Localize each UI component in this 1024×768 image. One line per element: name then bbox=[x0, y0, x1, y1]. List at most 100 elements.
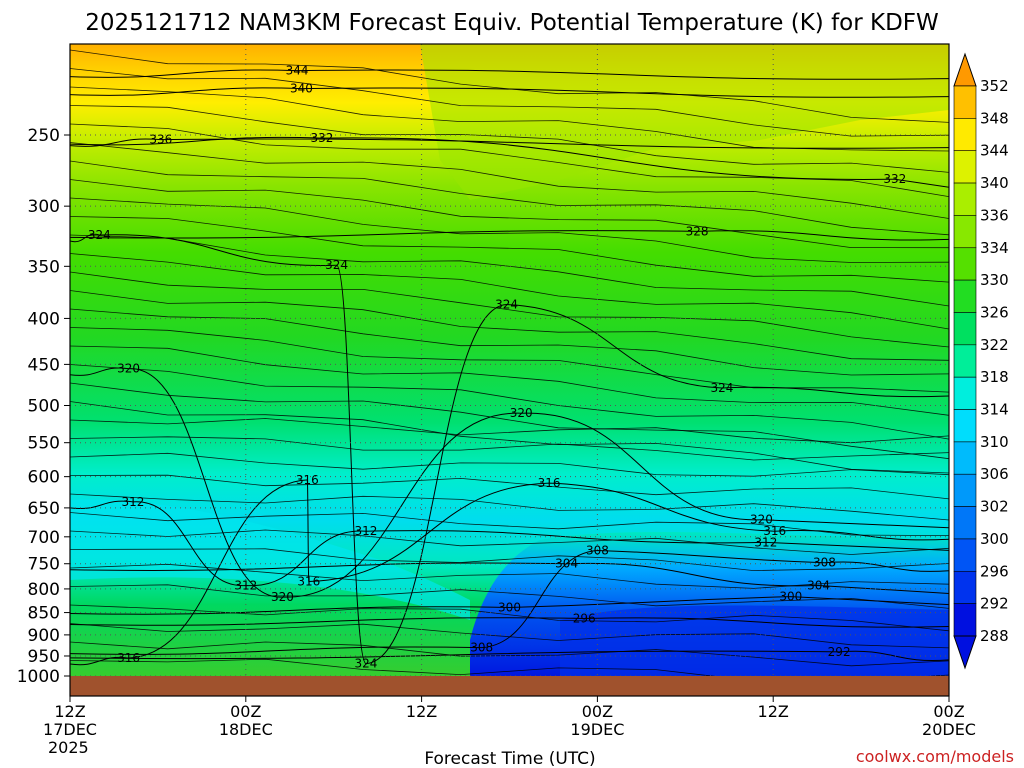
colorbar-segment bbox=[953, 441, 977, 475]
contour-label: 300 bbox=[498, 600, 521, 614]
colorbar-label: 330 bbox=[980, 271, 1009, 289]
contour-label-group: 324 bbox=[354, 657, 377, 671]
y-tick-label: 300 bbox=[28, 197, 60, 217]
contour-label-group: 320 bbox=[750, 513, 773, 527]
contour-label-group: 312 bbox=[122, 495, 145, 509]
y-tick-label: 750 bbox=[28, 555, 60, 575]
contour-label-group: 324 bbox=[88, 228, 111, 242]
colorbar-segment bbox=[953, 279, 977, 313]
x-tick-label-line2: 20DEC bbox=[922, 720, 976, 739]
y-tick-label: 450 bbox=[28, 355, 60, 375]
contour-label-group: 344 bbox=[286, 64, 309, 78]
contour-label-group: 320 bbox=[271, 590, 294, 604]
contour-label: 332 bbox=[883, 172, 906, 186]
contour-label-group: 316 bbox=[296, 473, 319, 487]
colorbar-label: 318 bbox=[980, 368, 1009, 386]
contour-line-minor bbox=[70, 179, 949, 249]
contour-label: 312 bbox=[354, 524, 377, 538]
contour-label: 340 bbox=[290, 82, 313, 96]
colorbar-segment bbox=[953, 603, 977, 637]
colorbar-segment bbox=[953, 570, 977, 604]
contour-line-minor bbox=[70, 382, 949, 460]
ground-surface bbox=[70, 676, 949, 696]
contour-label: 312 bbox=[122, 495, 145, 509]
contour-label: 312 bbox=[234, 578, 257, 592]
contour-label: 320 bbox=[510, 406, 533, 420]
colorbar-label: 340 bbox=[980, 174, 1009, 192]
x-tick-label-line2: 18DEC bbox=[219, 720, 273, 739]
x-tick-label-line2: 17DEC bbox=[43, 720, 97, 739]
x-tick-label-line1: 00Z bbox=[230, 702, 261, 721]
contour-line-332 bbox=[70, 136, 949, 188]
contour-line-minor bbox=[70, 271, 949, 348]
upper-right-region bbox=[420, 44, 949, 200]
y-axis: 2503003504004505005506006507007508008509… bbox=[17, 126, 70, 687]
colorbar-segment bbox=[953, 150, 977, 184]
contour-label-group: 304 bbox=[807, 578, 830, 592]
contour-label-group: 316 bbox=[763, 524, 786, 538]
contour-line-336 bbox=[70, 138, 949, 149]
contour-label: 300 bbox=[779, 590, 802, 604]
contour-label-group: 312 bbox=[354, 524, 377, 538]
colorbar-segment bbox=[953, 85, 977, 119]
y-tick-label: 250 bbox=[28, 126, 60, 146]
contour-line-minor bbox=[70, 345, 949, 416]
colorbar-segment bbox=[953, 376, 977, 410]
contour-label: 296 bbox=[573, 612, 596, 626]
contour-label: 336 bbox=[149, 133, 172, 147]
x-tick-label-line2: 19DEC bbox=[570, 720, 624, 739]
contour-line-minor bbox=[70, 253, 949, 330]
x-axis-label: Forecast Time (UTC) bbox=[424, 749, 595, 768]
contour-label: 316 bbox=[763, 524, 786, 538]
colorbar-segment bbox=[953, 118, 977, 152]
x-tick-label-line3: 2025 bbox=[48, 738, 89, 757]
contour-label: 316 bbox=[117, 651, 140, 665]
contour-label: 316 bbox=[296, 473, 319, 487]
contour-line-minor bbox=[70, 105, 949, 173]
contour-line-minor bbox=[70, 160, 949, 236]
colorbar-label: 300 bbox=[980, 530, 1009, 548]
contour-label-group: 336 bbox=[149, 133, 172, 147]
contour-line-minor bbox=[70, 548, 949, 572]
contour-line-minor bbox=[70, 563, 949, 589]
colorbar-segment bbox=[953, 506, 977, 540]
y-tick-label: 900 bbox=[28, 626, 60, 646]
x-tick-label-line1: 12Z bbox=[758, 702, 789, 721]
cold-core-region bbox=[560, 605, 949, 676]
contour-label-group: 324 bbox=[325, 258, 348, 272]
colorbar-bottom-arrow bbox=[953, 635, 977, 670]
contour-line-minor bbox=[70, 308, 949, 376]
contour-label: 320 bbox=[750, 513, 773, 527]
contour-line-minor bbox=[70, 529, 949, 555]
colorbar-segment bbox=[953, 473, 977, 507]
contour-label: 324 bbox=[354, 657, 377, 671]
contour-label: 316 bbox=[297, 575, 320, 589]
contour-label-group: 312 bbox=[754, 535, 777, 549]
contour-line-minor bbox=[70, 436, 949, 461]
colorbar-label: 310 bbox=[980, 433, 1009, 451]
y-tick-label: 650 bbox=[28, 499, 60, 519]
contour-label: 332 bbox=[311, 131, 334, 145]
contour-label-group: 324 bbox=[710, 381, 733, 395]
contour-label-group: 316 bbox=[117, 651, 140, 665]
contour-line-minor bbox=[70, 86, 949, 152]
contour-line-328 bbox=[70, 230, 949, 241]
contour-line-minor bbox=[70, 68, 949, 137]
credit-text: coolwx.com/models bbox=[856, 747, 1014, 766]
cyan-layer-region bbox=[70, 499, 470, 620]
contour-line-minor bbox=[70, 234, 949, 307]
colorbar-segment bbox=[953, 538, 977, 572]
colorbar-label: 288 bbox=[980, 627, 1009, 645]
contour-label: 328 bbox=[686, 224, 709, 238]
y-tick-label: 400 bbox=[28, 309, 60, 329]
colorbar-label: 302 bbox=[980, 498, 1009, 516]
contour-line-312 bbox=[70, 500, 949, 587]
y-tick-label: 950 bbox=[28, 647, 60, 667]
contour-label-group: 340 bbox=[290, 82, 313, 96]
contour-line-minor bbox=[70, 123, 949, 197]
contour-line-316 bbox=[70, 479, 949, 666]
colorbar-segment bbox=[953, 409, 977, 443]
colorbar-segment bbox=[953, 312, 977, 346]
